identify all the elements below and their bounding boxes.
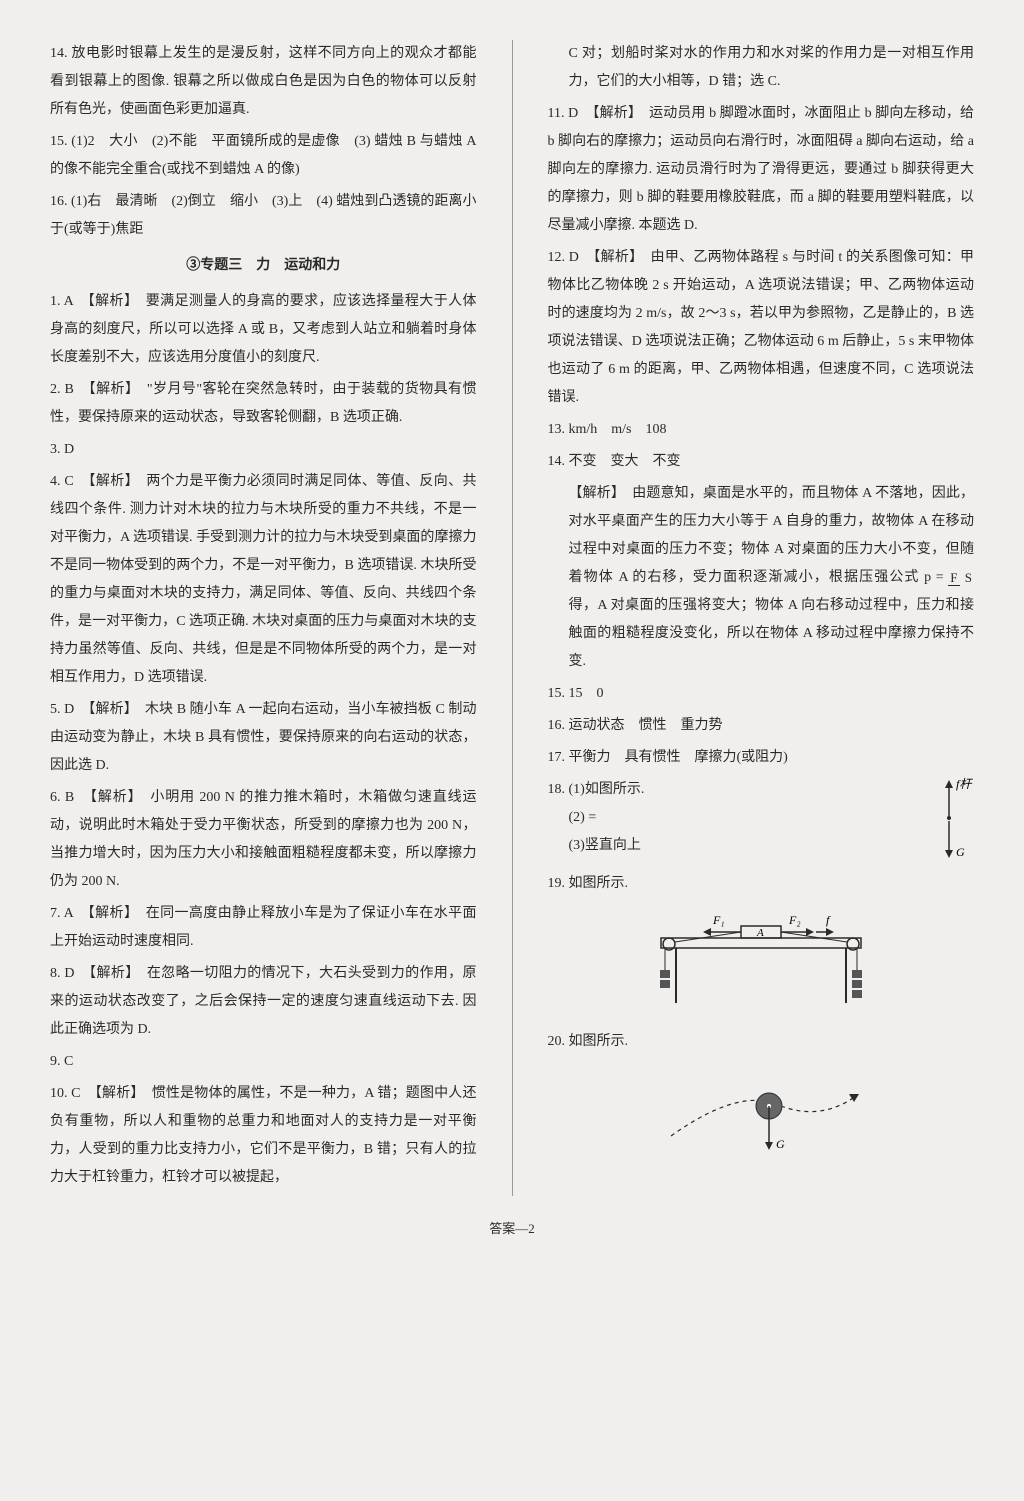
expl-a: 【解析】 由题意知，桌面是水平的，而且物体 A 不落地，因此，对水平桌面产生的压… [569, 486, 975, 585]
item-6: 6. B 【解析】 小明用 200 N 的推力推木箱时，木箱做匀速直线运动，说明… [50, 784, 477, 896]
item-5: 5. D 【解析】 木块 B 随小车 A 一起向右运动，当小车被挡板 C 制动由… [50, 696, 477, 780]
item-14r: 14. 不变 变大 不变 [548, 448, 975, 476]
page-footer: 答案—2 [50, 1216, 974, 1242]
label-F1: F₁ [712, 913, 725, 927]
diagram-20: G [548, 1066, 975, 1166]
item-15: 15. (1)2 大小 (2)不能 平面镜所成的是虚像 (3) 蜡烛 B 与蜡烛… [50, 128, 477, 184]
item-18: f杆 G 18. (1)如图所示. (2) = (3)竖直向上 [548, 776, 975, 866]
diagram-20-svg: G [651, 1066, 871, 1166]
item-18b: (2) = [548, 804, 975, 832]
label-G: G [776, 1137, 785, 1151]
frac-bot: S [963, 570, 974, 585]
item-10: 10. C 【解析】 惯性是物体的属性，不是一种力，A 错；题图中人还负有重物，… [50, 1080, 477, 1192]
item-20: 20. 如图所示. [548, 1028, 975, 1056]
label-A: A [756, 927, 764, 939]
label-f: f [826, 913, 831, 927]
diagram-19: A F₁ F₂ f [548, 908, 975, 1018]
item-11: 11. D 【解析】 运动员用 b 脚蹬冰面时，冰面阻止 b 脚向左移动，给 b… [548, 100, 975, 240]
item-3: 3. D [50, 436, 477, 464]
item-19: 19. 如图所示. [548, 870, 975, 898]
item-8: 8. D 【解析】 在忽略一切阻力的情况下，大石头受到力的作用，原来的运动状态改… [50, 960, 477, 1044]
item-13: 13. km/h m/s 108 [548, 416, 975, 444]
item-16: 16. (1)右 最清晰 (2)倒立 缩小 (3)上 (4) 蜡烛到凸透镜的距离… [50, 188, 477, 244]
item-7: 7. A 【解析】 在同一高度由静止释放小车是为了保证小车在水平面上开始运动时速… [50, 900, 477, 956]
item-12: 12. D 【解析】 由甲、乙两物体路程 s 与时间 t 的关系图像可知：甲物体… [548, 244, 975, 412]
f-label: f杆 [956, 777, 973, 791]
item-10-cont: C 对；划船时桨对水的作用力和水对桨的作用力是一对相互作用力，它们的大小相等，D… [548, 40, 975, 96]
left-column: 14. 放电影时银幕上发生的是漫反射，这样不同方向上的观众才都能看到银幕上的图像… [50, 40, 477, 1196]
fraction-F-S: F S [948, 571, 974, 585]
frac-top: F [948, 570, 959, 586]
expl-b: 得，A 对桌面的压强将变大；物体 A 向右移动过程中，压力和接触面的粗糙程度没变… [569, 598, 975, 669]
column-divider [512, 40, 513, 1196]
item-9: 9. C [50, 1048, 477, 1076]
item-16r: 16. 运动状态 惯性 重力势 [548, 712, 975, 740]
item-18c: (3)竖直向上 [548, 832, 975, 860]
page-columns: 14. 放电影时银幕上发生的是漫反射，这样不同方向上的观众才都能看到银幕上的图像… [50, 40, 974, 1196]
item-14-explain: 【解析】 由题意知，桌面是水平的，而且物体 A 不落地，因此，对水平桌面产生的压… [548, 480, 975, 676]
diagram-18-svg: f杆 G [924, 776, 974, 866]
item-18a: 18. (1)如图所示. [548, 776, 975, 804]
g-label: G [956, 845, 965, 859]
item-17: 17. 平衡力 具有惯性 摩擦力(或阻力) [548, 744, 975, 772]
item-4: 4. C 【解析】 两个力是平衡力必须同时满足同体、等值、反向、共线四个条件. … [50, 468, 477, 692]
diagram-19-svg: A F₁ F₂ f [631, 908, 891, 1018]
item-15r: 15. 15 0 [548, 680, 975, 708]
label-F2: F₂ [788, 913, 801, 927]
item-14: 14. 放电影时银幕上发生的是漫反射，这样不同方向上的观众才都能看到银幕上的图像… [50, 40, 477, 124]
item-1: 1. A 【解析】 要满足测量人的身高的要求，应该选择量程大于人体身高的刻度尺，… [50, 288, 477, 372]
item-2: 2. B 【解析】 "岁月号"客轮在突然急转时，由于装载的货物具有惯性，要保持原… [50, 376, 477, 432]
right-column: C 对；划船时桨对水的作用力和水对桨的作用力是一对相互作用力，它们的大小相等，D… [548, 40, 975, 1196]
section-heading: ③专题三 力 运动和力 [50, 252, 477, 280]
